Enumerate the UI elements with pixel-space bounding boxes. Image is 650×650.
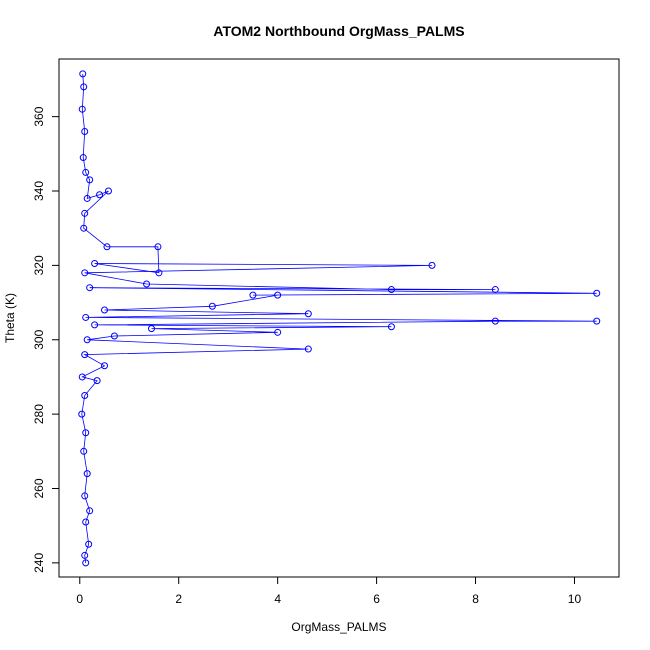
data-point: [593, 289, 601, 297]
data-point: [103, 243, 111, 251]
data-point: [96, 191, 104, 199]
data-point: [78, 410, 86, 418]
data-point: [91, 260, 99, 268]
data-point: [491, 317, 499, 325]
data-point: [491, 286, 499, 294]
data-point: [80, 224, 88, 232]
data-point: [82, 518, 90, 526]
y-tick-label: 260: [32, 478, 46, 498]
data-point: [81, 492, 89, 500]
data-point: [83, 470, 91, 478]
data-point: [304, 345, 312, 353]
data-point: [83, 336, 91, 344]
data-point: [274, 291, 282, 299]
data-point: [81, 269, 89, 277]
y-tick-label: 240: [32, 553, 46, 573]
data-point: [79, 70, 87, 78]
data-point: [101, 362, 109, 370]
data-point: [81, 128, 89, 136]
x-tick-label: 10: [568, 592, 582, 606]
y-axis: 240 260 280 300 320 340 360: [32, 106, 60, 573]
data-point: [82, 559, 90, 567]
data-point: [155, 269, 163, 277]
data-point: [80, 83, 88, 91]
series-line: [81, 73, 597, 563]
data-point: [83, 194, 91, 202]
data-point: [304, 310, 312, 318]
data-point: [387, 286, 395, 294]
x-tick-label: 4: [274, 592, 281, 606]
data-point: [91, 321, 99, 329]
data-point: [143, 280, 151, 288]
data-point: [110, 332, 118, 340]
data-point: [93, 377, 101, 385]
data-series: [78, 70, 601, 567]
data-point: [85, 540, 93, 548]
data-point: [81, 392, 89, 400]
data-point: [81, 351, 89, 359]
data-point: [593, 317, 601, 325]
y-tick-label: 300: [32, 329, 46, 349]
data-point: [86, 176, 94, 184]
data-point: [387, 323, 395, 331]
y-tick-label: 360: [32, 106, 46, 126]
x-tick-label: 6: [373, 592, 380, 606]
data-point: [148, 325, 156, 333]
data-point: [80, 447, 88, 455]
data-point: [154, 243, 162, 251]
x-axis: 0 2 4 6 8 10: [76, 576, 582, 606]
data-point: [104, 187, 112, 195]
data-point: [82, 168, 90, 176]
x-tick-label: 2: [175, 592, 182, 606]
y-tick-label: 320: [32, 255, 46, 275]
data-point: [81, 551, 89, 559]
chart-title: ATOM2 Northbound OrgMass_PALMS: [213, 23, 464, 39]
data-point: [208, 302, 216, 310]
data-point: [428, 261, 436, 269]
x-axis-label: OrgMass_PALMS: [291, 620, 386, 634]
data-point: [86, 284, 94, 292]
data-point: [274, 328, 282, 336]
y-tick-label: 340: [32, 181, 46, 201]
y-tick-label: 280: [32, 404, 46, 424]
data-point: [86, 507, 94, 515]
data-point: [249, 291, 257, 299]
y-axis-label: Theta (K): [3, 293, 17, 343]
data-point: [78, 105, 86, 113]
data-point: [81, 209, 89, 217]
data-point: [82, 313, 90, 321]
x-tick-label: 0: [76, 592, 83, 606]
data-point: [101, 306, 109, 314]
x-tick-label: 8: [472, 592, 479, 606]
data-point: [78, 373, 86, 381]
data-point: [82, 429, 90, 437]
data-point: [79, 154, 87, 162]
